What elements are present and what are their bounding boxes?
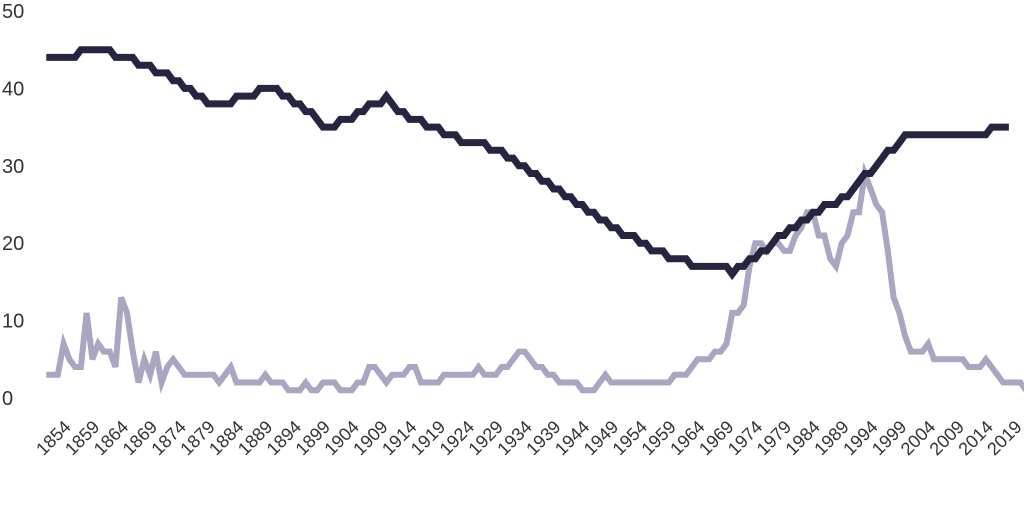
y-axis-ticks: 0 10 20 30 40 50 <box>2 1 24 410</box>
x-axis-ticks: 1854185918641869187418791884188918941899… <box>32 417 1024 459</box>
y-tick-label: 30 <box>2 156 24 178</box>
y-tick-label: 50 <box>2 1 24 23</box>
y-tick-label: 40 <box>2 78 24 100</box>
y-tick-label: 10 <box>2 311 24 333</box>
series-line-1 <box>46 46 1009 281</box>
series-line-2 <box>46 161 1024 394</box>
y-tick-label: 0 <box>2 388 13 410</box>
x-tick-label: 2019 <box>983 417 1024 459</box>
series-lines <box>46 46 1024 394</box>
y-tick-label: 20 <box>2 233 24 255</box>
